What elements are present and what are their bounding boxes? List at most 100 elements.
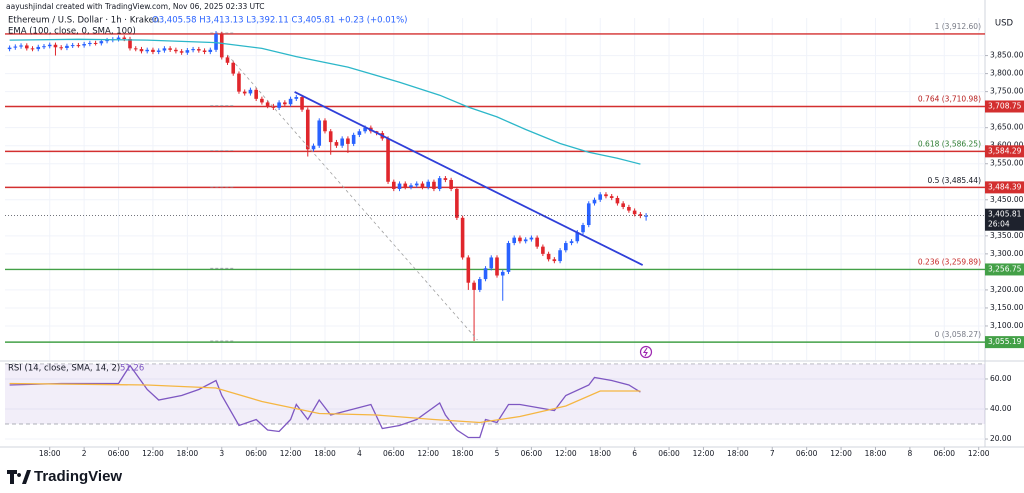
candle-body	[541, 246, 545, 254]
y-tick-label: 60.00	[990, 374, 1012, 383]
candle-body	[575, 232, 580, 242]
y-tick-label: 3,200.00	[990, 285, 1024, 294]
candle-body	[208, 49, 213, 52]
candle-body	[225, 57, 230, 63]
candle-body	[546, 253, 551, 260]
candle-body	[552, 259, 557, 262]
y-tick-label: 3,750.00	[990, 87, 1024, 96]
candle-body	[627, 206, 631, 211]
y-tick-label: 3,550.00	[990, 159, 1024, 168]
y-tick-label: 40.00	[990, 404, 1012, 413]
x-tick-label: 5	[495, 449, 500, 458]
candle-body	[128, 38, 132, 49]
event-icon-bolt	[642, 347, 648, 357]
last-price-box	[985, 208, 1024, 231]
x-tick-label: 06:00	[245, 449, 267, 458]
series-line	[9, 38, 641, 165]
candle-body	[357, 131, 362, 135]
candle-body	[437, 178, 442, 189]
candle-body	[133, 48, 138, 50]
candle-body	[564, 243, 568, 251]
level-label-box	[985, 263, 1024, 276]
candle-body	[340, 138, 344, 146]
candle-body	[409, 185, 413, 188]
candle-body	[214, 33, 218, 50]
level-label: 3,256.75	[988, 264, 1022, 273]
candle-body	[254, 89, 258, 99]
fib-label: 0.764 (3,710.98)	[918, 95, 981, 104]
candle-body	[88, 42, 92, 45]
y-tick-label: 3,300.00	[990, 249, 1024, 258]
candle-body	[472, 282, 476, 290]
layers: 3,100.00 3,150.00 3,200.00 3,300.00 3,350.00…	[5, 18, 1024, 458]
candle-body	[483, 268, 488, 280]
candle-body	[506, 243, 511, 272]
x-tick-label: 06:00	[383, 449, 405, 458]
candle-body	[42, 46, 46, 48]
candle-body	[151, 49, 155, 52]
candle-body	[644, 215, 648, 217]
level-label: 3,708.75	[988, 101, 1022, 110]
candle-body	[334, 142, 339, 146]
candle-body	[59, 47, 63, 49]
countdown-label: 26:04	[988, 220, 1010, 229]
candle-body	[328, 131, 333, 143]
series-line	[9, 364, 641, 439]
candle-body	[168, 48, 172, 50]
candle-body	[323, 120, 327, 132]
y-tick-label: 3,350.00	[990, 231, 1024, 240]
event-icon[interactable]	[639, 345, 653, 359]
candle-body	[420, 183, 425, 188]
candle-body	[179, 51, 184, 53]
rsi-value: 51.26	[120, 364, 144, 374]
rsi-legend: RSI (14, close, SMA, 14, 2)	[8, 364, 120, 374]
pane	[5, 363, 985, 440]
candle-body	[592, 199, 597, 204]
candle-body	[99, 41, 104, 44]
y-tick-label: 3,100.00	[990, 321, 1024, 330]
candle-body	[122, 37, 127, 39]
ema-legend: EMA (100, close, 0, SMA, 100)	[8, 27, 136, 37]
candle-body	[460, 217, 465, 258]
candle-body	[53, 44, 58, 48]
fib-label: 0.236 (3,259.89)	[918, 257, 981, 266]
candle-body	[638, 214, 643, 216]
y-tick-label: 3,450.00	[990, 195, 1024, 204]
candle-body	[76, 45, 81, 47]
candle-body	[294, 97, 299, 99]
x-tick-label: 06:00	[933, 449, 955, 458]
candle-body	[523, 239, 528, 242]
x-tick-label: 7	[770, 449, 775, 458]
candle-body	[569, 241, 574, 244]
candle-body	[449, 179, 453, 189]
candle-body	[162, 48, 167, 51]
x-tick-label: 06:00	[108, 449, 130, 458]
candle-body	[397, 183, 402, 189]
candle-body	[535, 237, 539, 247]
x-tick-label: 12:00	[142, 449, 164, 458]
candle-body	[351, 134, 356, 144]
x-tick-label: 06:00	[521, 449, 543, 458]
candle-body	[426, 181, 430, 188]
candle-body	[609, 196, 614, 198]
candle-body	[82, 44, 86, 46]
level-label-box	[985, 145, 1024, 158]
fib-label: 0 (3,058.27)	[935, 330, 981, 339]
candle-body	[191, 49, 195, 51]
x-tick-label: 18:00	[39, 449, 61, 458]
candle-body	[311, 145, 316, 150]
level-label-box	[985, 336, 1024, 349]
candle-body	[478, 279, 482, 290]
y-tick-label: 3,150.00	[990, 303, 1024, 312]
y-tick-label: 20.00	[990, 434, 1012, 443]
candle-body	[185, 50, 190, 53]
candle-body	[116, 37, 121, 40]
candle-body	[414, 183, 419, 186]
fib-label: 0.618 (3,586.25)	[918, 140, 981, 149]
candle-body	[197, 49, 201, 51]
candle-body	[500, 271, 505, 276]
candle-body	[174, 49, 178, 52]
candle-body	[242, 91, 247, 94]
x-tick-label: 8	[907, 449, 912, 458]
